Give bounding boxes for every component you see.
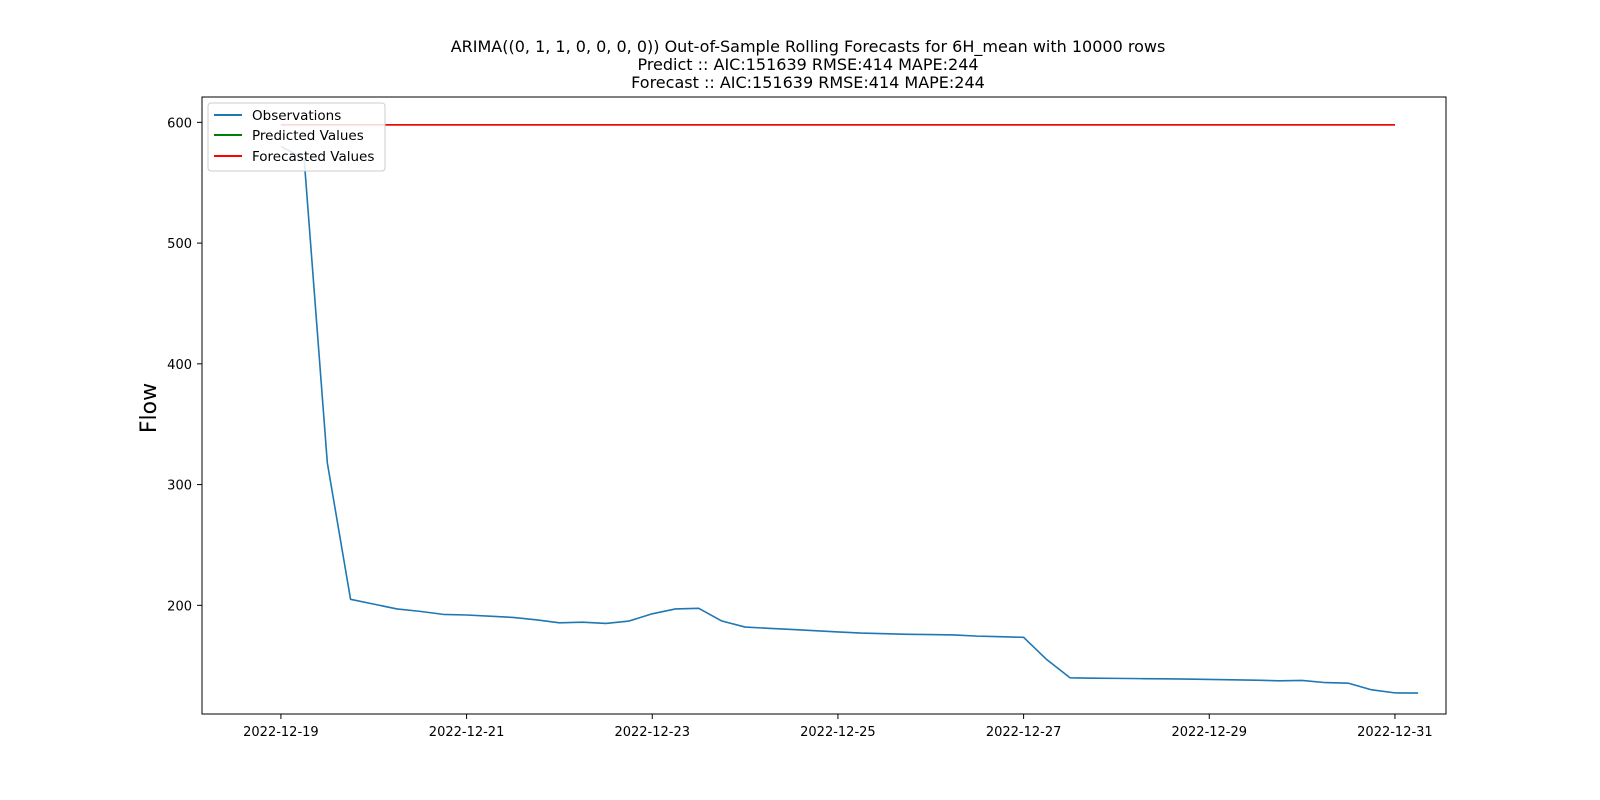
y-axis-label: Flow <box>137 383 162 433</box>
legend-label-predicted: Predicted Values <box>252 128 364 144</box>
x-tick-label: 2022-12-25 <box>800 725 876 740</box>
y-axis: 200 300 400 500 600 <box>167 116 202 614</box>
legend-label-observations: Observations <box>252 108 341 124</box>
legend-label-forecasted: Forecasted Values <box>252 149 374 165</box>
series-line-observations <box>280 145 1419 694</box>
chart-title-line-2: Predict :: AIC:151639 RMSE:414 MAPE:244 <box>637 55 978 74</box>
chart-title-line-1: ARIMA((0, 1, 1, 0, 0, 0, 0)) Out-of-Samp… <box>451 37 1166 57</box>
y-tick-label: 400 <box>167 358 192 373</box>
x-tick-label: 2022-12-31 <box>1357 725 1433 740</box>
y-tick-label: 300 <box>167 479 192 494</box>
x-tick-label: 2022-12-27 <box>986 725 1062 740</box>
legend: Observations Predicted Values Forecasted… <box>207 102 386 172</box>
y-tick-label: 200 <box>167 599 192 614</box>
y-tick-label: 500 <box>167 237 192 252</box>
x-tick-label: 2022-12-21 <box>429 725 505 740</box>
axes-frame <box>201 96 1447 715</box>
plot-area <box>280 123 1419 694</box>
x-axis: 2022-12-19 2022-12-21 2022-12-23 2022-12-25… <box>243 714 1433 740</box>
x-tick-label: 2022-12-29 <box>1171 725 1247 740</box>
legend-box <box>207 102 386 172</box>
chart-title-line-3: Forecast :: AIC:151639 RMSE:414 MAPE:244 <box>631 73 985 92</box>
y-tick-label: 600 <box>167 116 192 131</box>
x-tick-label: 2022-12-23 <box>614 725 690 740</box>
x-tick-label: 2022-12-19 <box>243 725 319 740</box>
